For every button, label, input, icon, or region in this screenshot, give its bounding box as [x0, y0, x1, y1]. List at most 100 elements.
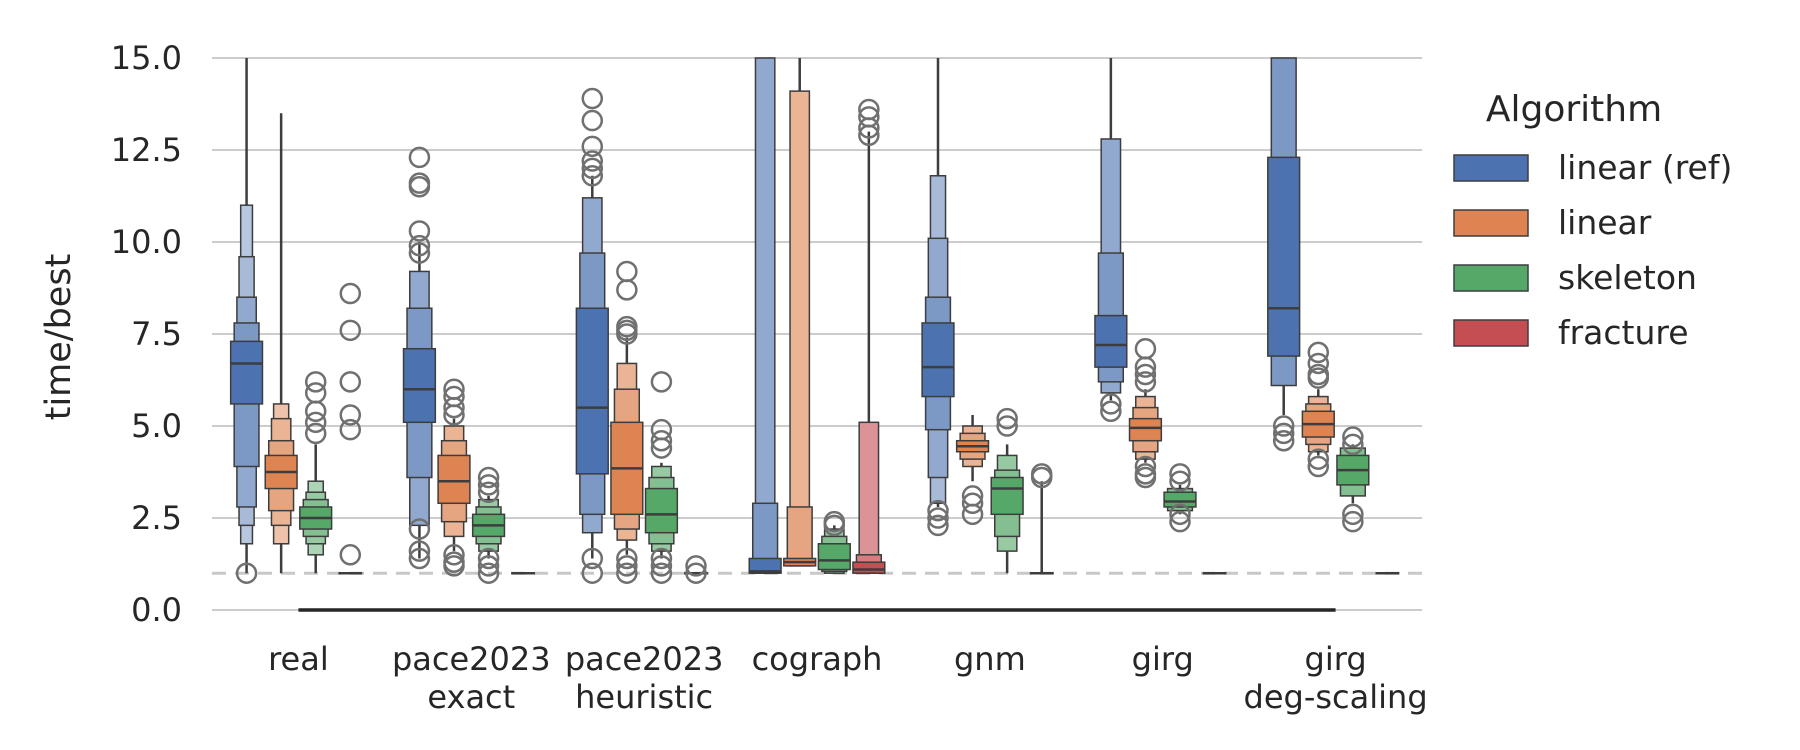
outlier-point	[339, 418, 362, 441]
outlier-point	[477, 466, 500, 489]
outlier-point	[1342, 510, 1364, 533]
outlier-point	[1307, 367, 1330, 389]
outlier-point	[650, 555, 673, 577]
box-1-3	[783, 58, 817, 567]
outlier-point	[616, 260, 638, 283]
outlier-point	[443, 544, 465, 566]
box-1-0	[264, 113, 298, 574]
box-2-2	[644, 371, 679, 584]
x-tick-label-line2: exact	[427, 678, 515, 716]
outlier-point	[996, 415, 1018, 437]
outlier-point	[996, 407, 1018, 430]
y-tick-label: 12.5	[111, 131, 182, 169]
legend-swatch	[1453, 264, 1529, 292]
outlier-point	[1342, 503, 1364, 526]
y-tick-label: 7.5	[131, 315, 182, 353]
outlier-point	[408, 540, 431, 562]
outlier-point	[304, 411, 327, 434]
box-1-2	[610, 260, 644, 584]
outlier-point	[1100, 393, 1122, 415]
box-3-0	[338, 282, 363, 575]
box-2-5	[1163, 463, 1197, 533]
outlier-point	[961, 492, 984, 515]
box-level	[786, 506, 813, 567]
outlier-point	[408, 234, 431, 257]
box-level	[990, 476, 1024, 516]
outlier-point	[339, 404, 362, 426]
outlier-point	[1307, 352, 1330, 375]
outlier-point	[1100, 400, 1122, 423]
x-tick-label: pace2023	[565, 640, 724, 678]
outlier-point	[581, 165, 604, 187]
outlier-point	[1307, 455, 1330, 478]
x-tick-label-line2: deg-scaling	[1244, 678, 1428, 716]
outlier-point	[685, 562, 707, 584]
box-1-5	[1128, 337, 1163, 489]
outlier-point	[408, 547, 431, 570]
outlier-point	[339, 544, 362, 566]
legend: Algorithm linear (ref) linear skeleton frac…	[1453, 89, 1732, 352]
legend-title: Algorithm	[1486, 89, 1662, 130]
box-0-3	[748, 57, 782, 574]
outlier-point	[650, 437, 673, 459]
outlier-point	[927, 514, 949, 537]
outlier-point	[650, 429, 673, 452]
legend-swatch	[1453, 319, 1529, 347]
outlier-point	[1134, 371, 1157, 393]
box-1-1	[437, 378, 471, 577]
outlier-point	[858, 117, 880, 139]
outlier-point	[961, 503, 984, 526]
outlier-point	[650, 371, 673, 393]
outlier-point	[1134, 356, 1157, 378]
legend-entry-label: fracture	[1558, 313, 1689, 352]
y-tick-label: 0.0	[131, 591, 182, 629]
outlier-point	[477, 474, 500, 496]
outlier-point	[443, 396, 465, 419]
outlier-point	[1272, 429, 1295, 452]
box-0-2	[575, 87, 609, 584]
outlier-point	[581, 547, 604, 570]
outlier-point	[1169, 510, 1191, 533]
outlier-point	[1134, 466, 1157, 489]
box-groups	[229, 57, 1400, 584]
legend-swatch	[1453, 209, 1529, 237]
outlier-point	[1272, 415, 1295, 437]
outlier-point	[408, 518, 431, 540]
outlier-point	[443, 555, 465, 577]
box-2-4	[990, 407, 1024, 574]
outlier-point	[408, 146, 431, 169]
x-tick-label: girg	[1132, 640, 1194, 678]
outlier-point	[1342, 426, 1364, 448]
outlier-point	[581, 157, 604, 180]
box-level	[402, 347, 437, 424]
box-level	[748, 557, 782, 574]
outlier-point	[304, 382, 327, 404]
outlier-point	[477, 547, 500, 570]
x-tick-label-line2: heuristic	[575, 678, 713, 716]
outlier-point	[304, 400, 327, 423]
outlier-point	[581, 135, 604, 158]
outlier-point	[616, 547, 638, 570]
outlier-point	[477, 555, 500, 577]
outlier-point	[1307, 341, 1330, 364]
box-1-4	[955, 414, 990, 526]
box-3-4	[1029, 463, 1054, 575]
box-level	[229, 340, 264, 405]
box-level	[852, 561, 886, 574]
x-tick-label: pace2023	[392, 640, 551, 678]
outlier-point	[304, 422, 327, 445]
outlier-point	[408, 242, 431, 264]
outlier-point	[858, 124, 880, 147]
outlier-point	[581, 150, 604, 172]
outlier-point	[1169, 503, 1191, 526]
y-tick-label: 2.5	[131, 499, 182, 537]
outlier-point	[927, 499, 949, 522]
box-level	[1163, 491, 1197, 508]
box-2-1	[471, 466, 506, 584]
outlier-point	[408, 220, 431, 242]
box-level	[644, 487, 679, 534]
outlier-point	[304, 371, 327, 393]
box-2-0	[299, 371, 333, 574]
box-level	[789, 90, 811, 567]
outlier-point	[1272, 422, 1295, 445]
